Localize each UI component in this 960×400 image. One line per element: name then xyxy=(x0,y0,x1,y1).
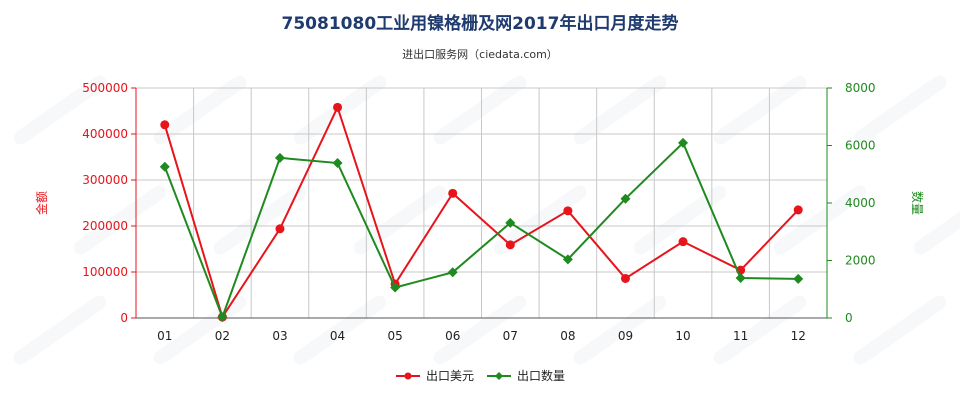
x-tick-label: 08 xyxy=(560,329,575,343)
series-1-point xyxy=(793,205,803,215)
right-tick-label: 0 xyxy=(845,311,853,325)
series-2-point xyxy=(274,152,285,163)
watermark-mark xyxy=(853,295,947,365)
watermark-mark xyxy=(433,295,527,365)
series-2-point xyxy=(159,161,170,172)
x-tick-label: 04 xyxy=(330,329,345,343)
watermark-mark xyxy=(433,75,527,145)
watermark-mark xyxy=(13,295,107,365)
series-1-point xyxy=(333,102,343,112)
x-tick-label: 02 xyxy=(215,329,230,343)
watermark-mark xyxy=(13,75,107,145)
series-1-point xyxy=(620,273,630,283)
x-axis-ticks: 01 02 03 04 05 06 07 08 09 10 11 12 xyxy=(157,329,806,343)
series-2-point xyxy=(217,312,228,323)
series-2-point xyxy=(447,267,458,278)
watermark-mark xyxy=(293,295,387,365)
x-tick-label: 05 xyxy=(387,329,402,343)
watermark-mark xyxy=(633,185,727,255)
right-axis-ticks: 0 2000 4000 6000 8000 xyxy=(827,81,876,325)
watermark-mark xyxy=(713,75,807,145)
series-2-point xyxy=(678,137,689,148)
series-1-point xyxy=(160,120,170,130)
legend: 出口美元 出口数量 xyxy=(396,368,565,383)
left-tick-label: 100000 xyxy=(82,265,128,279)
left-axis-ticks: 0 100000 200000 300000 400000 500000 xyxy=(82,81,136,325)
legend-label-1: 出口美元 xyxy=(426,369,474,383)
x-tick-label: 12 xyxy=(791,329,806,343)
x-tick-label: 06 xyxy=(445,329,460,343)
x-tick-label: 10 xyxy=(675,329,690,343)
legend-label-2: 出口数量 xyxy=(517,368,565,383)
series-line-1 xyxy=(163,104,799,320)
series-2-point xyxy=(562,254,573,265)
watermark-mark xyxy=(213,185,307,255)
series-1-point xyxy=(275,224,285,234)
series-line-2 xyxy=(163,141,799,321)
left-tick-label: 200000 xyxy=(82,219,128,233)
left-tick-label: 500000 xyxy=(82,81,128,95)
x-tick-label: 01 xyxy=(157,329,172,343)
legend-marker-2 xyxy=(495,372,503,380)
series-2-point xyxy=(793,273,804,284)
series-1-point xyxy=(505,240,515,250)
right-tick-label: 6000 xyxy=(845,139,876,153)
watermark-mark xyxy=(353,185,447,255)
right-axis-label: 数量 xyxy=(910,191,925,215)
right-tick-label: 8000 xyxy=(845,81,876,95)
watermark-mark xyxy=(713,295,807,365)
watermark-mark xyxy=(493,185,587,255)
chart-subtitle: 进出口服务网（ciedata.com） xyxy=(402,47,558,61)
left-tick-label: 0 xyxy=(120,311,128,325)
series-2-point xyxy=(735,273,746,284)
chart-title: 75081080工业用镍格栅及网2017年出口月度走势 xyxy=(282,13,679,34)
watermark-mark xyxy=(773,185,867,255)
series-layer xyxy=(159,102,804,323)
watermark-pattern xyxy=(13,75,960,365)
series-2-point xyxy=(390,282,401,293)
x-tick-label: 09 xyxy=(618,329,633,343)
x-tick-label: 03 xyxy=(272,329,287,343)
left-axis-label: 金额 xyxy=(34,191,49,215)
left-tick-label: 300000 xyxy=(82,173,128,187)
left-tick-label: 400000 xyxy=(82,127,128,141)
series-1-point xyxy=(678,237,688,247)
series-1-point xyxy=(563,206,573,216)
series-2-point xyxy=(505,217,516,228)
x-tick-label: 07 xyxy=(503,329,518,343)
watermark-mark xyxy=(853,75,947,145)
watermark-mark xyxy=(913,185,960,255)
series-2-point xyxy=(332,158,343,169)
x-tick-label: 11 xyxy=(733,329,748,343)
watermark-mark xyxy=(153,75,247,145)
right-tick-label: 2000 xyxy=(845,254,876,268)
watermark-mark xyxy=(73,185,167,255)
watermark-mark xyxy=(573,295,667,365)
grid xyxy=(135,87,828,319)
right-tick-label: 4000 xyxy=(845,196,876,210)
series-1-point xyxy=(448,188,458,198)
legend-marker-1 xyxy=(404,372,412,380)
series-2-point xyxy=(620,193,631,204)
